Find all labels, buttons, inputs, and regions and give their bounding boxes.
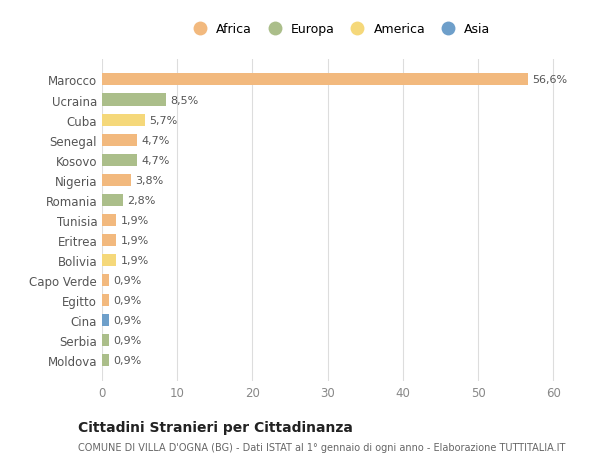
Text: 0,9%: 0,9% (113, 315, 142, 325)
Text: 1,9%: 1,9% (121, 235, 149, 245)
Text: 3,8%: 3,8% (135, 175, 163, 185)
Bar (102, 214, 116, 226)
Bar (102, 334, 109, 347)
Text: 0,9%: 0,9% (113, 295, 142, 305)
Text: 8,5%: 8,5% (170, 95, 199, 105)
Text: COMUNE DI VILLA D'OGNA (BG) - Dati ISTAT al 1° gennaio di ogni anno - Elaborazio: COMUNE DI VILLA D'OGNA (BG) - Dati ISTAT… (78, 442, 565, 452)
Text: 2,8%: 2,8% (128, 196, 156, 205)
Bar (102, 274, 109, 286)
Text: 0,9%: 0,9% (113, 275, 142, 285)
Bar (102, 294, 109, 306)
Text: 56,6%: 56,6% (532, 75, 568, 85)
Bar (102, 254, 116, 266)
Bar (102, 154, 137, 166)
Text: 0,9%: 0,9% (113, 336, 142, 345)
Bar (102, 114, 145, 126)
Bar (102, 174, 131, 186)
Bar (102, 194, 123, 206)
Legend: Africa, Europa, America, Asia: Africa, Europa, America, Asia (185, 21, 493, 39)
Text: 4,7%: 4,7% (142, 155, 170, 165)
Text: 0,9%: 0,9% (113, 355, 142, 365)
Text: 1,9%: 1,9% (121, 255, 149, 265)
Bar (102, 314, 109, 326)
Bar (102, 235, 116, 246)
Bar (102, 74, 528, 86)
Text: 5,7%: 5,7% (149, 115, 178, 125)
Text: Cittadini Stranieri per Cittadinanza: Cittadini Stranieri per Cittadinanza (78, 420, 353, 434)
Bar (102, 354, 109, 366)
Text: 1,9%: 1,9% (121, 215, 149, 225)
Text: 4,7%: 4,7% (142, 135, 170, 146)
Bar (102, 134, 137, 146)
Bar (102, 94, 166, 106)
